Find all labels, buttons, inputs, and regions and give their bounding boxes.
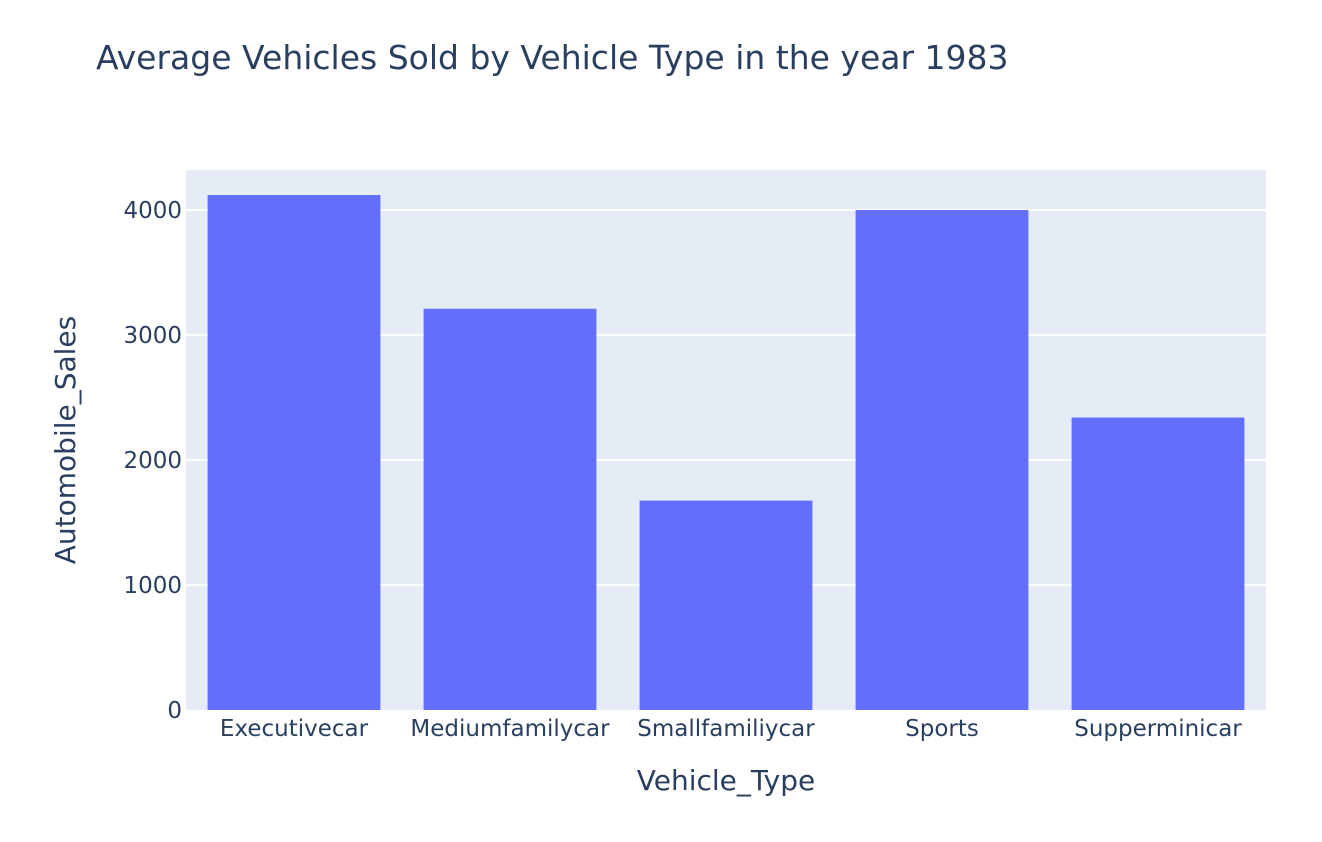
y-tick-label: 2000: [123, 448, 182, 474]
y-tick-label: 1000: [123, 573, 182, 599]
x-axis-title: Vehicle_Type: [637, 764, 815, 797]
x-tick-label: Supperminicar: [1074, 716, 1242, 742]
x-tick-label: Mediumfamilycar: [410, 716, 610, 742]
bars: [207, 195, 1245, 710]
bar-supperminicar: [1071, 417, 1245, 710]
x-tick-label: Sports: [905, 716, 979, 742]
x-tick-label: Executivecar: [220, 716, 369, 742]
bar-mediumfamilycar: [423, 308, 597, 710]
bar-sports: [855, 210, 1029, 710]
y-tick-label: 0: [167, 698, 182, 724]
bar-executivecar: [207, 195, 381, 710]
x-tick-label: Smallfamiliycar: [637, 716, 815, 742]
y-axis-title: Automobile_Sales: [49, 316, 82, 565]
y-tick-label: 4000: [123, 198, 182, 224]
x-tick-labels: Executivecar Mediumfamilycar Smallfamiliyc…: [220, 716, 1242, 742]
chart-title: Average Vehicles Sold by Vehicle Type in…: [96, 38, 1009, 77]
y-tick-labels: 0 1000 2000 3000 4000: [123, 198, 182, 724]
bar-smallfamiliycar: [639, 500, 813, 710]
y-tick-label: 3000: [123, 323, 182, 349]
